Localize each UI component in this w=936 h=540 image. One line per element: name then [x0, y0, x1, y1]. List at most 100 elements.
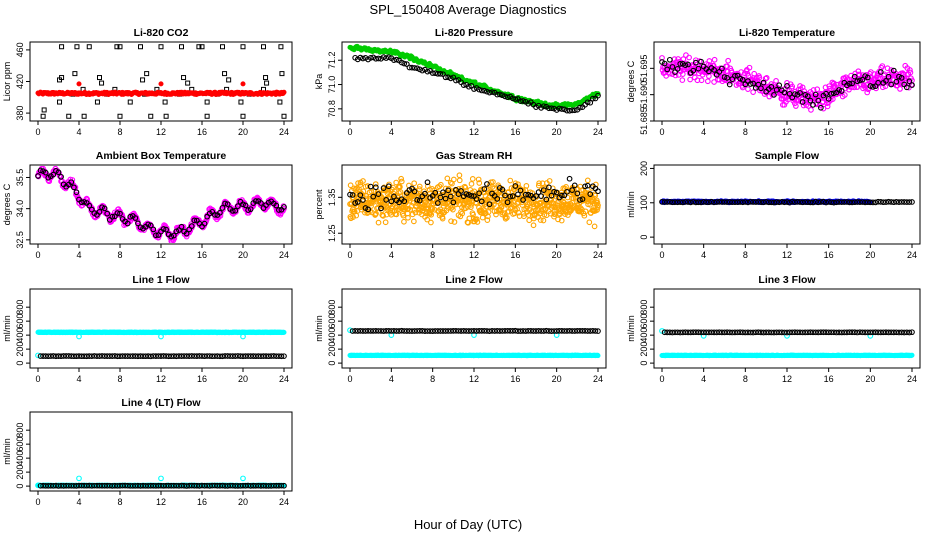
- data-point-black: [37, 167, 44, 174]
- data-point-black: [804, 93, 811, 100]
- data-point-black: [450, 199, 457, 206]
- data-point-black: [494, 195, 501, 202]
- data-point-black: [414, 328, 421, 334]
- data-point-black: [566, 327, 573, 334]
- data-point-black: [888, 81, 895, 88]
- data-point-black: [144, 71, 150, 77]
- data-point-black: [802, 199, 809, 205]
- data-point-black: [888, 199, 895, 205]
- data-point-black: [442, 74, 449, 81]
- data-point-orange: [592, 192, 599, 199]
- data-point-orange: [474, 219, 481, 225]
- data-point-black: [68, 179, 75, 186]
- data-point-black: [812, 91, 819, 98]
- data-point-black: [494, 328, 501, 334]
- data-point-black: [440, 189, 446, 196]
- data-point-black: [388, 328, 395, 334]
- data-point-black: [595, 188, 601, 195]
- data-point-magenta: [768, 81, 775, 87]
- data-point-orange: [468, 201, 475, 208]
- data-point-black: [703, 199, 710, 205]
- y-tick-label: 460: [15, 42, 25, 57]
- data-point-black: [739, 76, 746, 83]
- data-point-orange: [416, 183, 423, 190]
- data-point-black: [247, 206, 254, 213]
- x-tick-label: 24: [907, 127, 917, 137]
- data-point-black: [281, 204, 287, 210]
- data-point-black: [794, 198, 801, 205]
- data-point-black: [781, 89, 788, 96]
- x-tick-label: 24: [593, 250, 603, 260]
- y-tick-label: 0: [639, 235, 649, 240]
- data-point-magenta: [228, 204, 235, 211]
- data-point-black: [831, 199, 837, 206]
- data-point-black: [679, 199, 686, 206]
- data-point-black: [352, 328, 359, 334]
- y-axis-label: percent: [314, 189, 324, 220]
- data-point-black: [222, 200, 228, 207]
- x-tick-label: 4: [701, 250, 706, 260]
- y-axis-label: ml/min: [2, 315, 12, 342]
- data-point-orange: [470, 211, 476, 218]
- data-point-orange: [473, 216, 480, 222]
- data-point-black: [478, 198, 485, 205]
- data-point-black: [758, 199, 764, 206]
- data-point-black: [742, 199, 749, 205]
- data-point-black: [515, 191, 521, 198]
- data-point-orange: [448, 205, 455, 212]
- data-point-orange: [476, 180, 483, 186]
- data-point-orange: [411, 180, 418, 187]
- x-tick-label: 24: [593, 374, 603, 384]
- data-point-magenta: [704, 78, 711, 85]
- data-point-black: [78, 199, 85, 206]
- data-point-black: [522, 191, 529, 198]
- data-point-black: [204, 113, 210, 119]
- data-point-black: [791, 91, 798, 97]
- data-point-black: [473, 328, 480, 334]
- data-point-black: [750, 199, 756, 205]
- data-point-black: [434, 200, 441, 206]
- data-point-black: [556, 328, 563, 334]
- y-axis-label: kPa: [314, 74, 324, 90]
- data-point-black: [517, 328, 524, 334]
- x-tick-label: 4: [76, 250, 81, 260]
- data-point-orange: [558, 217, 565, 224]
- data-point-black: [574, 190, 581, 197]
- data-point-orange: [484, 217, 491, 223]
- data-point-black: [347, 191, 353, 198]
- x-tick-label: 24: [907, 250, 917, 260]
- data-point-black: [849, 199, 855, 206]
- data-point-black: [372, 55, 379, 62]
- data-point-black: [109, 213, 116, 220]
- data-point-black: [502, 93, 508, 100]
- data-point-black: [595, 92, 601, 99]
- data-point-black: [807, 97, 814, 104]
- data-point-black: [903, 84, 910, 91]
- data-point-black: [784, 199, 790, 205]
- data-point-black: [73, 189, 80, 196]
- data-point-black: [825, 96, 832, 102]
- data-point-magenta: [789, 83, 796, 90]
- y-tick-label: 800: [327, 300, 337, 315]
- data-point-magenta: [841, 92, 848, 98]
- data-point-orange: [544, 201, 551, 208]
- data-point-orange: [521, 213, 527, 220]
- data-point-black: [698, 199, 704, 206]
- data-point-black: [57, 99, 63, 105]
- data-point-black: [721, 199, 728, 205]
- data-point-black: [687, 199, 694, 206]
- data-point-black: [507, 328, 514, 334]
- data-point-black: [810, 102, 816, 108]
- data-point-black: [422, 328, 428, 334]
- data-point-black: [859, 76, 866, 83]
- data-point-orange: [389, 207, 396, 214]
- data-point-black: [352, 200, 359, 206]
- data-point-black: [530, 328, 537, 334]
- data-point-black: [870, 199, 876, 206]
- data-point-orange: [498, 204, 505, 211]
- data-point-black: [460, 328, 467, 334]
- data-point-black: [734, 199, 741, 206]
- data-point-black: [690, 198, 697, 205]
- data-point-black: [409, 328, 415, 334]
